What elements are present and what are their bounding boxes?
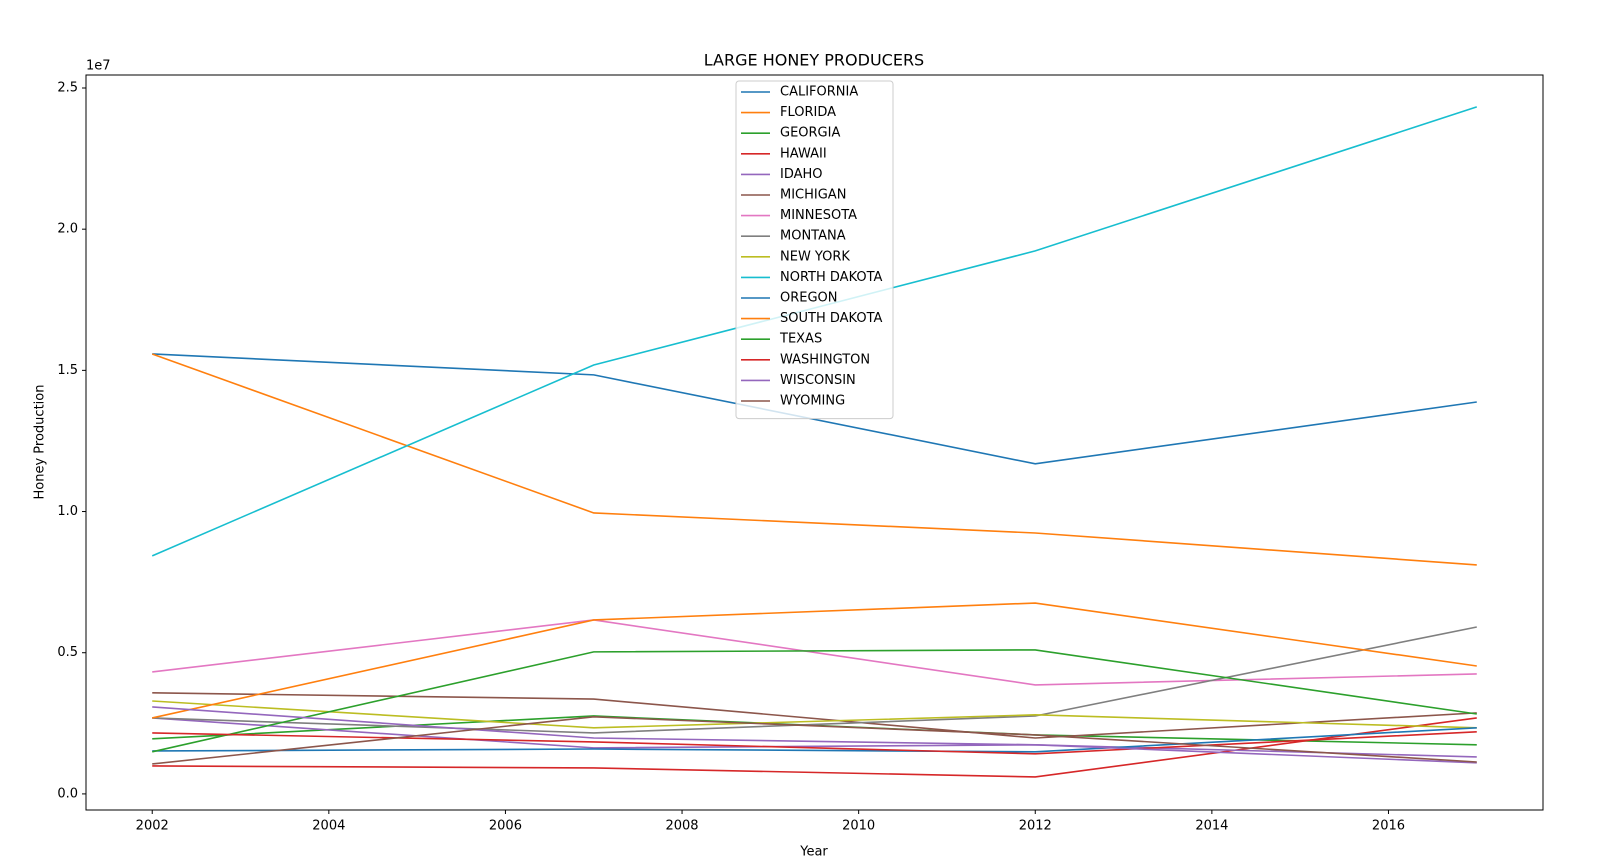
series-line: [152, 730, 1477, 755]
legend-box: [735, 80, 894, 420]
y-tick-label: 0.5: [57, 645, 78, 660]
x-tick-label: 2010: [842, 819, 875, 834]
y-tick-label: 1.5: [57, 363, 78, 378]
legend-label: WYOMING: [780, 394, 845, 409]
series-line: [152, 716, 1477, 765]
y-tick-label: 2.5: [57, 80, 78, 95]
x-tick-label: 2012: [1019, 819, 1052, 834]
y-offset-label: 1e7: [86, 59, 111, 74]
legend-label: FLORIDA: [780, 105, 836, 120]
series-line: [152, 649, 1477, 753]
x-tick-label: 2006: [489, 819, 522, 834]
x-axis-label: Year: [799, 845, 828, 858]
series-line: [152, 353, 1477, 465]
legend-label: IDAHO: [780, 167, 823, 182]
y-tick-label: 2.0: [57, 222, 78, 237]
legend-label: OREGON: [780, 291, 838, 306]
chart-title: LARGE HONEY PRODUCERS: [704, 51, 924, 70]
legend-label: TEXAS: [779, 332, 822, 347]
series-line: [152, 692, 1477, 739]
series-line: [152, 717, 1477, 778]
series-line: [152, 602, 1477, 719]
series-line: [152, 727, 1477, 753]
series-line: [152, 717, 1477, 758]
legend-label: GEORGIA: [780, 126, 840, 141]
y-tick-label: 0.0: [57, 786, 78, 801]
x-tick-label: 2008: [665, 819, 698, 834]
y-tick-label: 1.0: [57, 504, 78, 519]
series-line: [152, 700, 1477, 729]
x-tick-label: 2014: [1195, 819, 1228, 834]
legend-label: NORTH DAKOTA: [780, 270, 883, 285]
legend-label: HAWAII: [780, 146, 827, 161]
legend-label: MINNESOTA: [780, 208, 857, 223]
legend-label: WISCONSIN: [780, 373, 856, 388]
legend-label: WASHINGTON: [780, 352, 870, 367]
legend: CALIFORNIA FLORIDA GEORGIA HAWAII IDAHO MICHI…: [735, 80, 894, 420]
legend-label: NEW YORK: [780, 249, 850, 264]
x-tick-label: 2016: [1372, 819, 1405, 834]
series-line: [152, 619, 1477, 686]
x-tick-label: 2004: [312, 819, 345, 834]
legend-label: SOUTH DAKOTA: [780, 311, 883, 326]
plot-frame: [85, 74, 1544, 811]
legend-label: MONTANA: [780, 229, 846, 244]
series-line: [151, 353, 1477, 566]
series-line: [152, 626, 1477, 734]
series-line: [152, 706, 1477, 764]
legend-label: MICHIGAN: [780, 188, 846, 203]
y-axis-label: Honey Production: [33, 385, 48, 500]
x-tick-label: 2002: [136, 819, 169, 834]
legend-label: CALIFORNIA: [780, 85, 858, 100]
